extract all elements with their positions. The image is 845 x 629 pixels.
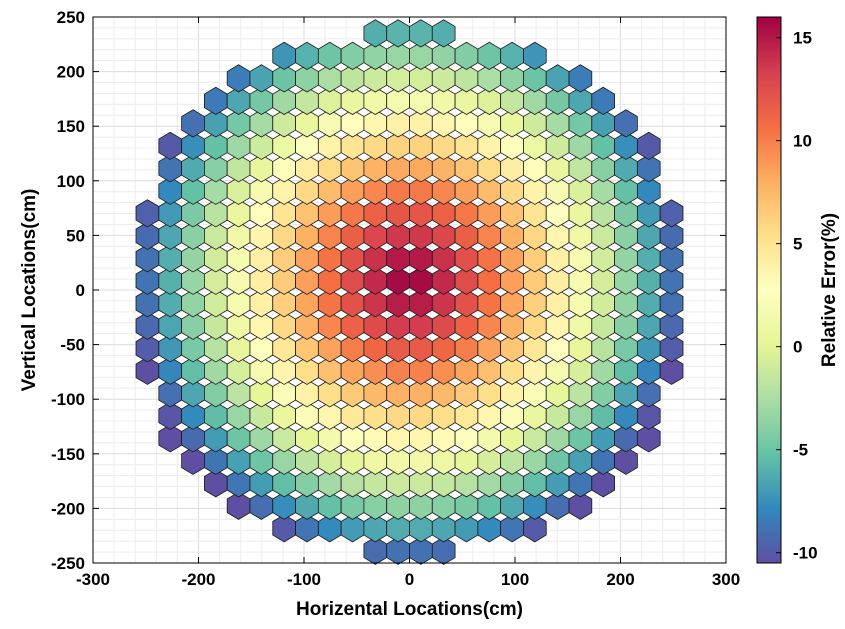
assembly-hex [340,41,365,70]
colorbar-tick-label: -5 [793,441,808,460]
assembly-hex [636,401,661,430]
y-tick-label: 250 [57,8,85,27]
assembly-hex [317,41,342,70]
y-tick-label: 50 [66,226,85,245]
colorbar-tick-label: 5 [793,235,802,254]
colorbar-label: Relative Error(%) [819,213,840,367]
x-tick-label: 0 [405,570,414,589]
assembly-hex [659,199,684,228]
y-tick-label: -200 [51,499,85,518]
y-tick-label: -250 [51,554,85,573]
assembly-hex [636,176,661,205]
x-tick-label: 200 [606,570,634,589]
y-tick-label: 100 [57,172,85,191]
assembly-hex [614,446,638,475]
assembly-hex [135,199,160,228]
assembly-hex [659,221,684,250]
assembly-hex [591,469,615,498]
colorbar-tick-label: 0 [793,338,802,357]
colorbar-tick-label: 10 [793,132,812,151]
assembly-hex [636,424,661,453]
assembly-hex [386,19,410,48]
assembly-hex [614,109,638,138]
assembly-hex [636,154,661,183]
assembly-hex [272,41,296,70]
y-tick-label: -50 [60,336,85,355]
assembly-hex [431,19,456,48]
assembly-hex [477,41,502,70]
assembly-hex [568,64,593,93]
y-tick-label: -150 [51,445,85,464]
x-tick-label: -200 [181,570,215,589]
y-tick-label: 200 [57,63,85,82]
assembly-hex [545,64,570,93]
assembly-hex [523,514,547,543]
assembly-hex [659,266,684,295]
assembly-hex [158,131,183,160]
assembly-hex [226,64,251,93]
assembly-hex [249,64,274,93]
x-tick-label: -100 [287,570,321,589]
assembly-hex [523,41,547,70]
x-axis-label: Horizental Locations(cm) [296,599,523,620]
assembly-map [135,19,684,565]
assembly-hex [431,536,456,565]
colorbar-tick-label: -10 [793,544,818,563]
x-tick-label: 100 [501,570,529,589]
x-axis-ticks: -300 -200 -100 0 100 200 300 [76,17,740,589]
assembly-hex [204,86,228,115]
x-tick-label: 300 [712,570,740,589]
assembly-hex [181,109,205,138]
assembly-hex [591,86,615,115]
assembly-hex [636,131,661,160]
assembly-hex [659,334,684,363]
assembly-hex [659,289,684,318]
x-tick-label: -300 [76,570,110,589]
colorbar [756,16,782,564]
assembly-hex [636,379,661,408]
y-axis-label: Vertical Locations(cm) [19,189,40,392]
assembly-hex [659,356,684,385]
colorbar-tick-label: 15 [793,29,812,48]
assembly-hex [454,41,479,70]
assembly-hex [568,491,593,520]
colorbar-ticks: -10 -5 0 5 10 15 [776,29,818,563]
assembly-hex [659,244,684,273]
assembly-hex [500,41,524,70]
assembly-hex [295,41,319,70]
y-axis-ticks: -250 -200 -150 -100 -50 0 50 100 150 200 250 [51,8,726,573]
y-tick-label: 150 [57,117,85,136]
assembly-hex [659,311,684,340]
assembly-hex [409,19,433,48]
y-tick-label: 0 [76,281,85,300]
y-tick-label: -100 [51,390,85,409]
